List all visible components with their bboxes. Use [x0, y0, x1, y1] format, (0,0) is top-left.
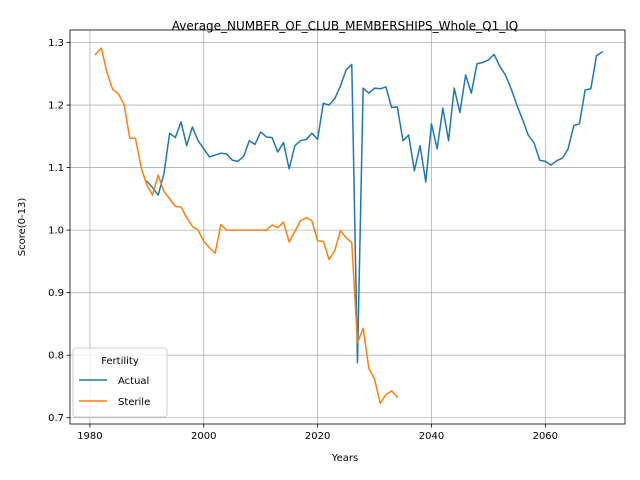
legend: Fertility Actual Sterile — [72, 347, 168, 418]
y-tick-label: 0.8 — [48, 351, 64, 362]
x-tick-label: 2060 — [533, 431, 558, 442]
y-tick-label: 1.0 — [48, 226, 64, 237]
series-layer — [94, 47, 604, 405]
x-axis-label: Years — [331, 453, 358, 464]
y-axis-label: Score(0-13) — [17, 198, 28, 257]
series-line-actual — [145, 50, 604, 364]
y-tick-label: 0.9 — [48, 288, 64, 299]
plot-frame — [69, 29, 626, 425]
x-tick-label: 1980 — [77, 431, 102, 442]
grid — [70, 30, 625, 424]
y-tick-label: 1.1 — [48, 163, 64, 174]
legend-box — [72, 347, 168, 418]
chart-title: Average_NUMBER_OF_CLUB_MEMBERSHIPS_Whole… — [172, 19, 518, 33]
y-tick-label: 1.2 — [48, 101, 64, 112]
x-tick-label: 2020 — [305, 431, 330, 442]
x-tick-label: 2000 — [191, 431, 216, 442]
legend-title: Fertility — [101, 356, 139, 367]
legend-label-actual: Actual — [118, 376, 149, 387]
y-tick-label: 1.3 — [48, 38, 64, 49]
x-tick-label: 2040 — [419, 431, 444, 442]
y-tick-label: 0.7 — [48, 413, 64, 424]
legend-label-sterile: Sterile — [118, 397, 150, 408]
series-line-sterile — [94, 47, 399, 405]
x-axis-ticks: 1980 2000 2020 2040 2060 — [77, 424, 558, 442]
y-axis-ticks: 0.7 0.8 0.9 1.0 1.1 1.2 1.3 — [48, 38, 70, 424]
